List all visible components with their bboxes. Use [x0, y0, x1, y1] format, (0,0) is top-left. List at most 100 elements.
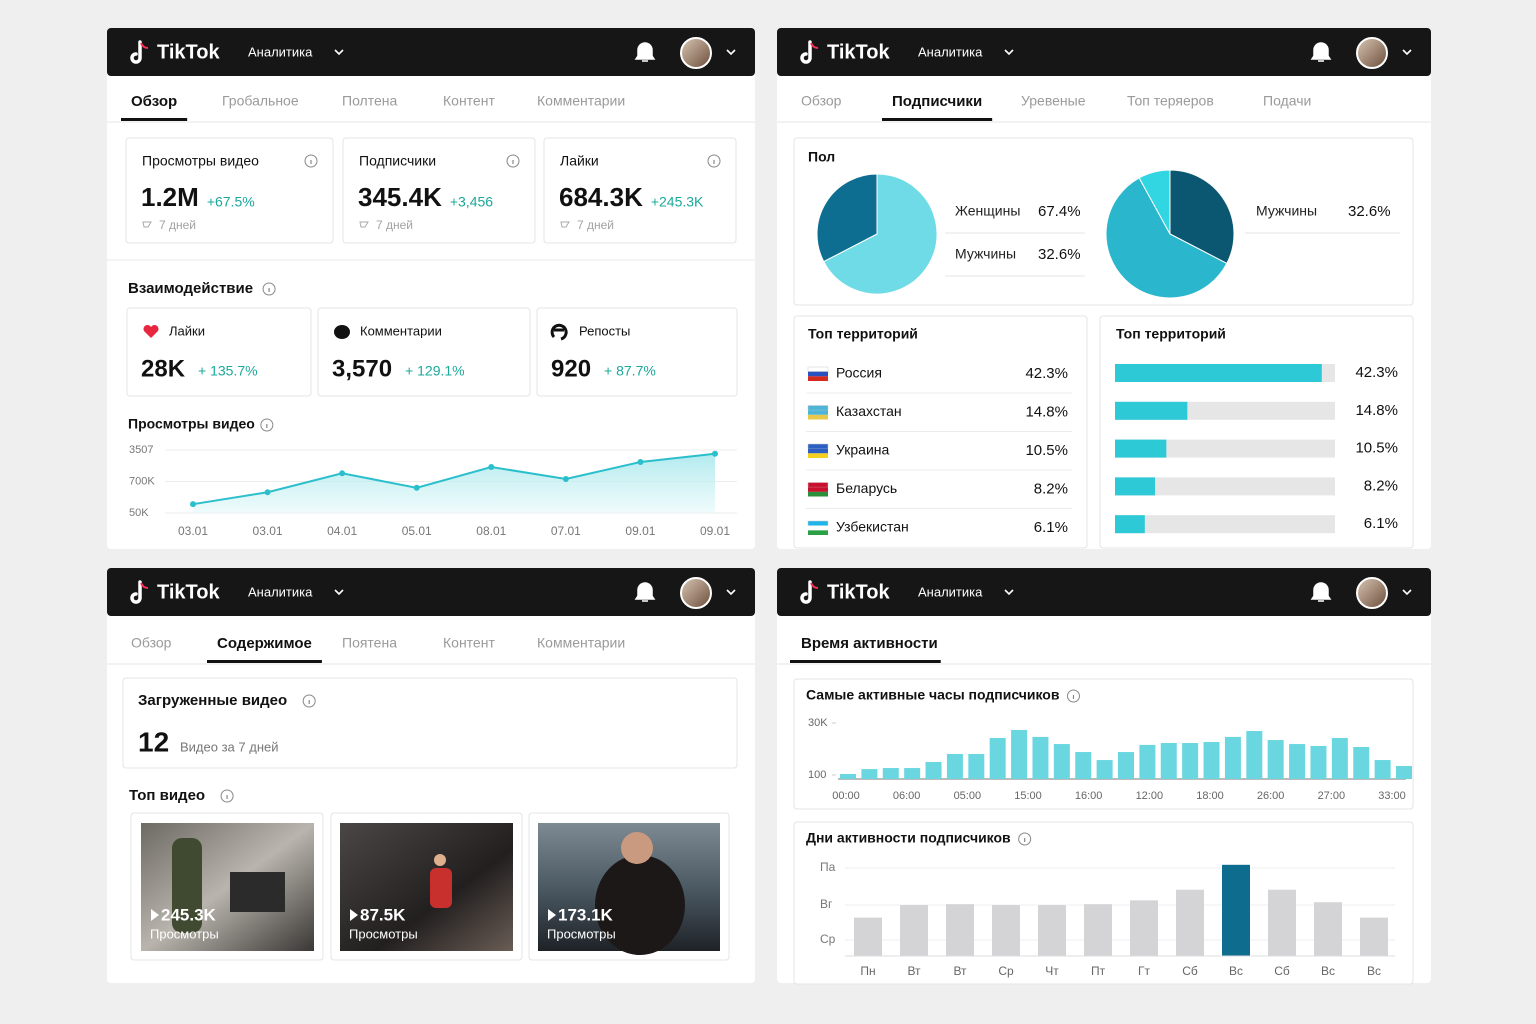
bar-value-label: 10.5%: [1355, 440, 1398, 457]
bar: [1314, 902, 1342, 956]
scene: [230, 872, 285, 912]
bar: [946, 753, 963, 779]
engagement-label: Лайки: [169, 323, 205, 338]
bar: [989, 737, 1006, 779]
legend-value: 32.6%: [1348, 203, 1391, 220]
logo-text: TikTok: [827, 41, 890, 63]
scene: [595, 855, 685, 955]
play-icon: [151, 909, 159, 921]
avatar[interactable]: [680, 37, 712, 69]
bar: [1289, 744, 1306, 779]
line-point: [637, 458, 644, 465]
logo-text: TikTok: [157, 41, 220, 63]
chevron: [726, 49, 736, 56]
tab[interactable]: Обзор: [131, 93, 177, 110]
legend-value: 67.4%: [1038, 203, 1081, 220]
menu-dropdown[interactable]: Аналитика: [248, 44, 313, 59]
bar: [1084, 904, 1112, 956]
info-icon: [262, 282, 276, 296]
kpi-label: Лайки: [560, 153, 599, 169]
bell-icon[interactable]: [1310, 42, 1332, 62]
card-title: Топ территорий: [808, 326, 918, 342]
pie-slice: [1105, 177, 1228, 299]
line-point: [562, 475, 569, 482]
tab[interactable]: Полтена: [342, 93, 397, 109]
tab[interactable]: Время активности: [801, 635, 938, 652]
y-tick-label: 30K: [808, 717, 828, 729]
legend-label: Женщины: [955, 203, 1020, 219]
menu-dropdown[interactable]: Аналитика: [918, 44, 983, 59]
bar: [1115, 439, 1167, 458]
tab[interactable]: Подачи: [1263, 93, 1311, 109]
video-views: 87.5K: [360, 905, 406, 924]
kpi-period: 7 дней: [376, 218, 413, 232]
tab[interactable]: Комментарии: [537, 635, 625, 651]
x-label: 03.01: [178, 524, 208, 538]
bar: [861, 769, 878, 779]
x-label: 03.01: [253, 524, 283, 538]
tab[interactable]: Обзор: [131, 635, 172, 651]
menu-dropdown[interactable]: Аналитика: [918, 584, 983, 599]
bar: [1118, 752, 1134, 779]
bell-icon[interactable]: [634, 42, 656, 62]
tab-underline: [790, 660, 941, 663]
line: [192, 452, 716, 506]
tab[interactable]: Уревеные: [1021, 93, 1086, 109]
x-label: Вс: [1321, 964, 1335, 978]
tab[interactable]: Контент: [443, 93, 495, 109]
flag: [808, 376, 828, 382]
menu-dropdown[interactable]: Аналитика: [248, 584, 313, 599]
bar: [1331, 737, 1348, 779]
chevron: [726, 589, 736, 596]
heart-icon: [143, 324, 159, 338]
bar: [1176, 889, 1204, 956]
app-header: [777, 568, 1431, 616]
tab[interactable]: Обзор: [801, 93, 842, 109]
upload-count: 12: [138, 726, 169, 757]
chevron: [1402, 589, 1412, 596]
territory-value: 6.1%: [1034, 519, 1068, 536]
chevron: [334, 589, 344, 596]
kpi-period: 7 дней: [577, 218, 614, 232]
card-title: Самые активные часы подписчиков: [806, 687, 1060, 703]
tab[interactable]: Содержимое: [217, 635, 312, 652]
x-label: 27:00: [1318, 790, 1346, 802]
video-views-label: Просмотры: [150, 926, 219, 941]
bar: [900, 905, 928, 956]
scene: [172, 838, 202, 933]
video-thumbnail[interactable]: [340, 823, 513, 951]
tab[interactable]: Топ теряеров: [1127, 93, 1214, 109]
territory-value: 8.2%: [1034, 480, 1068, 497]
x-label: 18:00: [1196, 790, 1224, 802]
tab[interactable]: Поятена: [342, 635, 397, 651]
bar: [1360, 917, 1388, 956]
engagement-label: Комментарии: [360, 323, 442, 338]
y-label: 50K: [129, 507, 149, 519]
bell-icon[interactable]: [1310, 582, 1332, 602]
y-label: Па: [820, 860, 836, 874]
y-tick-label: 100: [808, 769, 826, 781]
territory-name: Казахстан: [836, 403, 902, 419]
flag: [808, 414, 828, 420]
tab[interactable]: Контент: [443, 635, 495, 651]
video-thumbnail[interactable]: [141, 823, 314, 951]
flag: [808, 371, 828, 377]
chevron: [1004, 589, 1014, 596]
tab[interactable]: Комментарии: [537, 93, 625, 109]
avatar[interactable]: [680, 577, 712, 609]
info-icon: [302, 694, 316, 708]
line-point: [712, 450, 718, 457]
info-icon: [1018, 832, 1032, 846]
pie-slice: [1138, 169, 1171, 235]
engagement-change: + 135.7%: [198, 363, 258, 379]
tab[interactable]: Подписчики: [892, 93, 982, 110]
avatar[interactable]: [1356, 577, 1388, 609]
kpi-label: Подписчики: [359, 153, 436, 169]
avatar[interactable]: [1356, 37, 1388, 69]
x-label: 12:00: [1136, 790, 1164, 802]
tab[interactable]: Гробальное: [222, 93, 299, 109]
bar: [1115, 401, 1188, 420]
bar: [1396, 765, 1412, 779]
tab-underline: [882, 118, 993, 121]
bell-icon[interactable]: [634, 582, 656, 602]
